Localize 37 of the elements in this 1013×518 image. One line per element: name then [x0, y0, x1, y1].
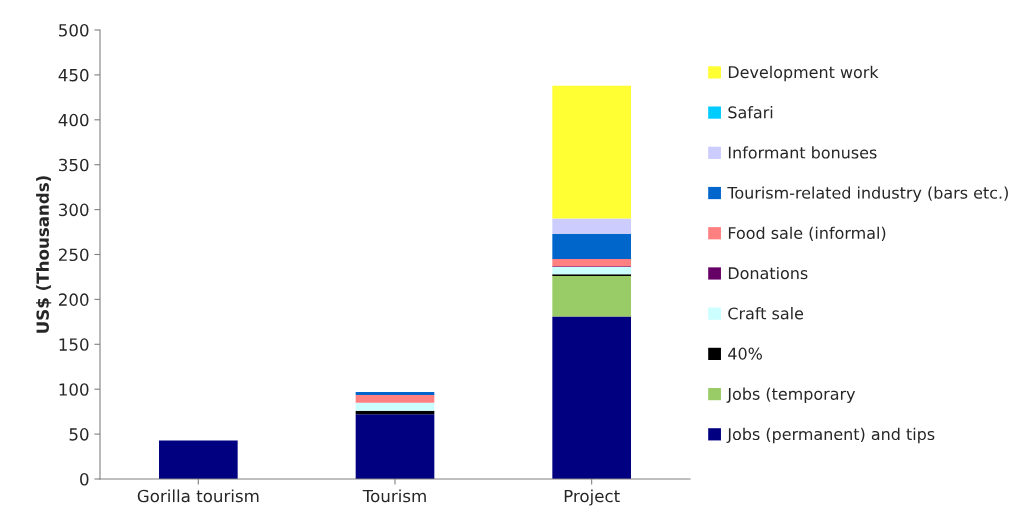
bar [552, 276, 631, 317]
y-tick-label: 300 [59, 203, 89, 217]
bar [355, 402, 435, 411]
y-tick-label: 200 [58, 293, 89, 306]
bar [552, 218, 631, 234]
legend-label: Safari [728, 106, 773, 119]
legend-label: Craft sale [728, 307, 804, 320]
x-tick-label: Tourism [362, 489, 426, 503]
y-tick-label: 250 [58, 248, 89, 262]
bar [552, 267, 631, 275]
y-tick-label: 450 [58, 68, 89, 82]
legend-label: Food sale (informal) [728, 226, 886, 241]
legend-label: Tourism-related industry (bars etc.) [727, 186, 1008, 202]
legend-label: 40% [728, 347, 762, 360]
y-tick-label: 400 [58, 113, 89, 127]
x-tick-label: Project [564, 489, 620, 506]
bar [552, 258, 631, 267]
legend-label: Donations [728, 266, 808, 280]
y-tick-label: 350 [59, 158, 89, 172]
x-tick-label: Gorilla tourism [137, 489, 259, 503]
y-tick-label: 50 [69, 428, 89, 441]
y-tick-label: 500 [59, 23, 89, 37]
bar [355, 414, 435, 479]
legend-label: Informant bonuses [728, 146, 877, 159]
bar [552, 85, 631, 219]
y-tick-label: 150 [59, 338, 89, 351]
y-axis-title: US$ (Thousands) [36, 176, 52, 333]
legend-label: Development work [728, 65, 879, 82]
legend-label: Jobs (permanent) and tips [726, 427, 935, 444]
bar [552, 233, 631, 259]
y-tick-label: 0 [80, 472, 89, 486]
bar [552, 316, 631, 479]
legend-label: Jobs (temporary [726, 387, 856, 403]
bar [159, 440, 238, 479]
y-tick-label: 100 [59, 383, 89, 396]
bar [355, 391, 435, 396]
bar [355, 395, 435, 403]
